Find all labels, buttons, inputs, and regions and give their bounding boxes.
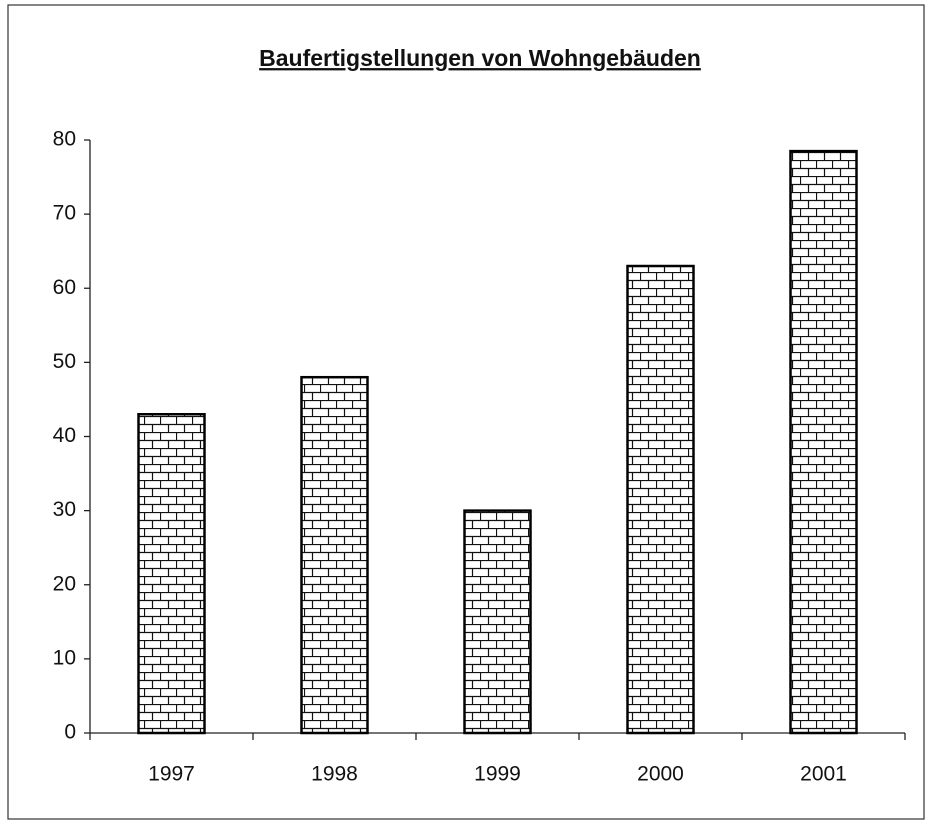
x-tick-label: 2000 <box>637 763 684 786</box>
y-tick-label: 30 <box>53 498 76 521</box>
bar <box>463 509 532 735</box>
y-tick-label: 60 <box>53 276 76 299</box>
y-tick-label: 10 <box>53 646 76 669</box>
y-tick-label: 0 <box>64 721 76 744</box>
bar <box>626 264 695 735</box>
x-tick-label: 1999 <box>474 763 521 786</box>
y-tick-label: 20 <box>53 572 76 595</box>
y-tick-label: 40 <box>53 424 76 447</box>
bar <box>789 149 858 735</box>
y-tick-label: 50 <box>53 350 76 373</box>
bar <box>137 413 206 735</box>
x-tick-label: 1998 <box>311 763 358 786</box>
x-tick-label: 1997 <box>148 763 195 786</box>
x-tick-label: 2001 <box>800 763 847 786</box>
y-tick-label: 80 <box>53 128 76 151</box>
y-tick-label: 70 <box>53 202 76 225</box>
chart-title: Baufertigstellungen von Wohngebäuden <box>259 45 701 71</box>
bar <box>300 375 369 735</box>
